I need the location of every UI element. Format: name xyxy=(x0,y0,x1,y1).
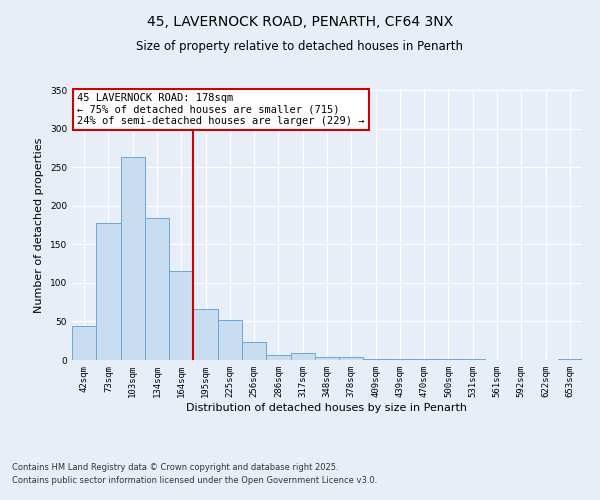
Bar xyxy=(96,224,121,360)
Bar xyxy=(412,359,436,360)
Bar xyxy=(558,359,582,360)
Bar xyxy=(266,354,290,360)
Text: 45 LAVERNOCK ROAD: 178sqm
← 75% of detached houses are smaller (715)
24% of semi: 45 LAVERNOCK ROAD: 178sqm ← 75% of detac… xyxy=(77,92,365,126)
Bar xyxy=(145,218,169,360)
Bar xyxy=(242,342,266,360)
Bar xyxy=(218,320,242,360)
Bar xyxy=(121,157,145,360)
Bar xyxy=(315,357,339,360)
Bar xyxy=(461,359,485,360)
Bar xyxy=(388,359,412,360)
Text: Contains HM Land Registry data © Crown copyright and database right 2025.: Contains HM Land Registry data © Crown c… xyxy=(12,464,338,472)
Bar xyxy=(193,309,218,360)
Bar xyxy=(364,359,388,360)
Bar xyxy=(72,326,96,360)
Text: 45, LAVERNOCK ROAD, PENARTH, CF64 3NX: 45, LAVERNOCK ROAD, PENARTH, CF64 3NX xyxy=(147,15,453,29)
Bar xyxy=(339,357,364,360)
Text: Size of property relative to detached houses in Penarth: Size of property relative to detached ho… xyxy=(137,40,464,53)
Text: Contains public sector information licensed under the Open Government Licence v3: Contains public sector information licen… xyxy=(12,476,377,485)
Bar xyxy=(436,359,461,360)
Bar xyxy=(290,353,315,360)
X-axis label: Distribution of detached houses by size in Penarth: Distribution of detached houses by size … xyxy=(187,402,467,412)
Bar xyxy=(169,270,193,360)
Y-axis label: Number of detached properties: Number of detached properties xyxy=(34,138,44,312)
